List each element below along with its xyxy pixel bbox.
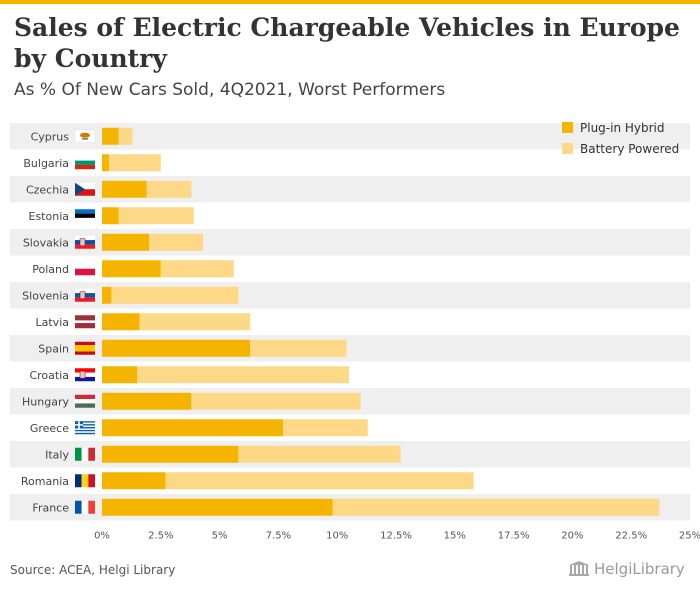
helgi-library-logo: HelgiLibrary xyxy=(568,560,685,578)
plugin-hybrid-bar xyxy=(102,313,140,331)
category-label: Hungary xyxy=(22,395,69,408)
source-note: Source: ACEA, Helgi Library xyxy=(10,563,176,577)
battery-powered-bar xyxy=(149,233,204,251)
category-label: Italy xyxy=(45,448,69,461)
category-label: Latvia xyxy=(36,316,70,329)
plugin-hybrid-bar xyxy=(102,207,119,225)
flag-hungary-icon xyxy=(75,394,95,408)
battery-powered-bar xyxy=(165,472,474,490)
category-label: Estonia xyxy=(29,210,70,223)
battery-powered-bar xyxy=(118,127,133,145)
x-tick-label: 12.5% xyxy=(380,531,412,542)
flag-italy-icon xyxy=(75,447,95,461)
library-building-icon xyxy=(569,561,589,576)
flag-slovenia-icon xyxy=(75,288,95,302)
plugin-hybrid-bar xyxy=(102,127,119,145)
battery-powered-bar xyxy=(332,498,660,516)
flag-latvia-icon xyxy=(75,315,95,329)
flag-estonia-icon xyxy=(75,209,95,223)
x-tick-label: 15% xyxy=(444,531,466,542)
legend-label: Battery Powered xyxy=(580,142,679,156)
x-tick-label: 5% xyxy=(212,531,228,542)
plugin-hybrid-bar xyxy=(102,339,251,357)
top-accent-bar xyxy=(0,0,700,4)
chart-subtitle: As % Of New Cars Sold, 4Q2021, Worst Per… xyxy=(14,80,446,100)
category-label: Spain xyxy=(38,342,69,355)
battery-powered-bar xyxy=(146,180,192,198)
battery-powered-bar xyxy=(283,419,368,437)
flag-czechia-icon xyxy=(75,182,95,196)
x-tick-label: 10% xyxy=(326,531,348,542)
battery-powered-bar xyxy=(118,207,194,225)
category-label: Czechia xyxy=(26,183,69,196)
category-label: Romania xyxy=(21,475,69,488)
chart-title: Sales of Electric Chargeable Vehicles in… xyxy=(14,13,680,73)
battery-powered-bar xyxy=(191,392,361,410)
battery-powered-bar xyxy=(250,339,347,357)
logo-text: HelgiLibrary xyxy=(594,560,685,578)
category-label: Poland xyxy=(32,263,69,276)
category-label: Croatia xyxy=(29,369,69,382)
flag-romania-icon xyxy=(75,474,95,488)
x-tick-label: 7.5% xyxy=(266,531,291,542)
plugin-hybrid-bar xyxy=(102,154,110,172)
flag-cyprus-icon xyxy=(74,129,96,143)
x-tick-label: 25% xyxy=(679,531,700,542)
battery-powered-bar xyxy=(137,366,349,384)
flag-croatia-icon xyxy=(75,368,95,382)
plugin-hybrid-bar xyxy=(102,472,166,490)
plugin-hybrid-bar xyxy=(102,498,333,516)
battery-powered-bar xyxy=(160,260,234,278)
plugin-hybrid-bar xyxy=(102,419,284,437)
category-label: France xyxy=(32,501,69,514)
x-tick-label: 0% xyxy=(94,531,110,542)
plugin-hybrid-bar xyxy=(102,233,150,251)
x-tick-label: 2.5% xyxy=(148,531,173,542)
flag-slovakia-icon xyxy=(75,235,95,249)
battery-powered-bar xyxy=(111,286,239,304)
category-label: Bulgaria xyxy=(23,157,69,170)
legend-swatch xyxy=(562,143,573,154)
battery-powered-bar xyxy=(238,445,401,463)
x-tick-label: 20% xyxy=(561,531,583,542)
x-tick-label: 17.5% xyxy=(498,531,530,542)
flag-poland-icon xyxy=(75,262,95,276)
flag-bulgaria-icon xyxy=(75,156,95,170)
category-label: Greece xyxy=(30,422,69,435)
chart-area: Cyprus Bulgaria Czechia Estonia Slovakia Pola… xyxy=(10,121,700,542)
plugin-hybrid-bar xyxy=(102,445,239,463)
legend-label: Plug-in Hybrid xyxy=(580,121,665,135)
category-label: Slovakia xyxy=(23,236,69,249)
battery-powered-bar xyxy=(139,313,251,331)
category-label: Cyprus xyxy=(31,130,70,143)
legend-swatch xyxy=(562,122,573,133)
flag-greece-icon xyxy=(75,421,95,435)
plugin-hybrid-bar xyxy=(102,392,192,410)
plugin-hybrid-bar xyxy=(102,260,161,278)
battery-powered-bar xyxy=(109,154,161,172)
plugin-hybrid-bar xyxy=(102,180,147,198)
flag-france-icon xyxy=(75,500,95,514)
plugin-hybrid-bar xyxy=(102,286,112,304)
x-tick-label: 22.5% xyxy=(615,531,647,542)
flag-spain-icon xyxy=(75,341,95,355)
plugin-hybrid-bar xyxy=(102,366,138,384)
category-label: Slovenia xyxy=(22,289,69,302)
